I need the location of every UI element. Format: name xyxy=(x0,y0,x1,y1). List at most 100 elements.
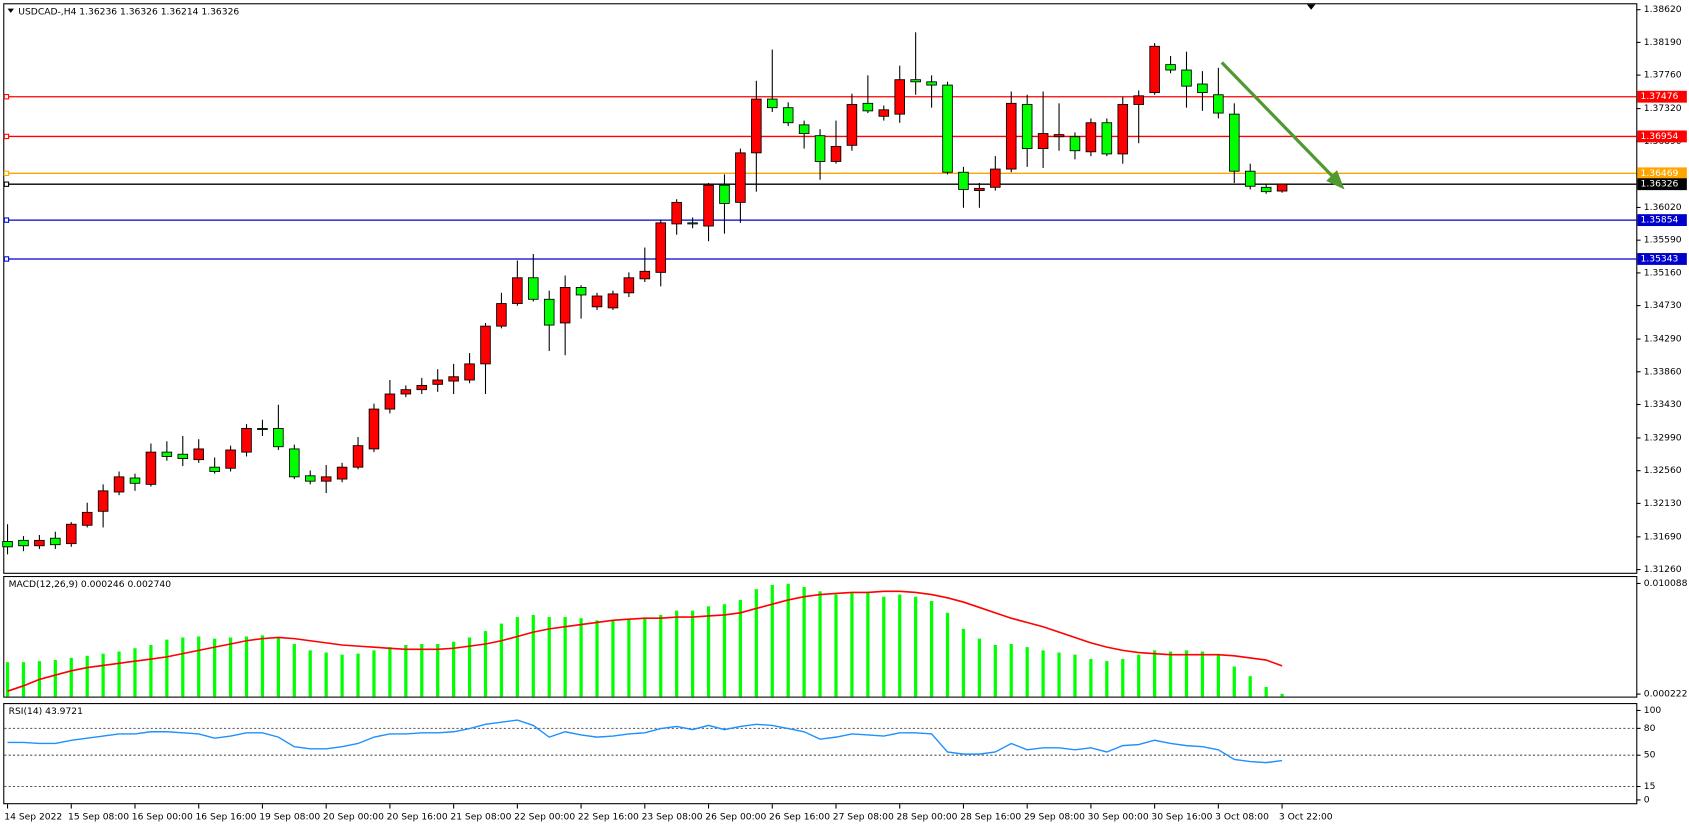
y-tick-label: 1.37320 xyxy=(1644,104,1682,114)
candle-body xyxy=(241,428,252,453)
x-tick-label: 28 Sep 16:00 xyxy=(960,813,1021,823)
macd-bar xyxy=(467,637,472,697)
y-tick-label: 0 xyxy=(1644,795,1650,805)
candle-body xyxy=(1229,113,1240,172)
candle-body xyxy=(1181,69,1192,87)
candle-body xyxy=(97,490,109,512)
symbol-menu-icon[interactable] xyxy=(7,8,14,13)
candle-body xyxy=(1197,83,1208,94)
candle-body xyxy=(512,277,523,304)
signal-line xyxy=(7,590,1283,692)
macd-bar xyxy=(1200,651,1205,697)
x-tick-label: 19 Sep 08:00 xyxy=(259,813,320,823)
candle-body xyxy=(320,476,332,482)
candle-body xyxy=(543,298,555,326)
macd-bar xyxy=(308,650,312,697)
macd-bar xyxy=(1248,676,1252,697)
candle-body xyxy=(400,389,412,395)
candle-body xyxy=(209,466,220,472)
y-tick-label: 1.38620 xyxy=(1644,5,1682,15)
candle-body xyxy=(782,107,794,124)
level-label-box xyxy=(1637,178,1687,191)
candle-body xyxy=(1021,104,1033,150)
shift-marker xyxy=(1306,4,1316,10)
macd-bar xyxy=(372,650,376,697)
candle-body xyxy=(1276,183,1288,192)
candle-body xyxy=(798,124,810,134)
x-tick-label: 15 Sep 08:00 xyxy=(68,813,129,823)
x-tick-label: 22 Sep 00:00 xyxy=(514,813,575,823)
y-tick-label: 1.33430 xyxy=(1644,400,1682,410)
candle-body xyxy=(687,222,698,225)
candle-body xyxy=(273,428,284,448)
y-tick-label: 1.32130 xyxy=(1644,499,1682,509)
candle-body xyxy=(910,79,921,83)
level-handle xyxy=(3,181,10,187)
candle-body xyxy=(1133,95,1144,105)
macd-bar xyxy=(1216,654,1220,697)
candle-body xyxy=(703,184,714,227)
arrow-shaft xyxy=(1220,61,1336,180)
macd-bar xyxy=(675,610,679,697)
candle-body xyxy=(113,476,125,493)
macd-bar xyxy=(69,657,73,697)
x-tick-label: 28 Sep 00:00 xyxy=(896,813,957,823)
candle-body xyxy=(766,98,778,109)
candle-body xyxy=(34,539,45,547)
macd-bar xyxy=(420,643,424,697)
macd-bar xyxy=(834,594,838,697)
candle-body xyxy=(1101,122,1113,155)
candle-body xyxy=(862,102,874,112)
candle-body xyxy=(1005,102,1017,170)
macd-bar xyxy=(611,620,615,697)
macd-bar xyxy=(786,583,790,697)
candle-body xyxy=(1037,133,1049,150)
candle-body xyxy=(65,523,77,545)
candle-body xyxy=(942,84,953,173)
y-tick-label: 1.35590 xyxy=(1644,236,1682,246)
candle-body xyxy=(846,104,858,146)
macd-bar xyxy=(961,628,966,697)
x-tick-label: 30 Sep 00:00 xyxy=(1088,813,1149,823)
x-tick-label: 16 Sep 00:00 xyxy=(132,813,193,823)
x-tick-label: 26 Sep 16:00 xyxy=(769,813,830,823)
candle-body xyxy=(974,187,985,192)
y-tick-label: 80 xyxy=(1644,724,1656,734)
macd-bar xyxy=(1232,666,1236,697)
macd-bar xyxy=(276,637,280,697)
macd-bar xyxy=(882,596,886,697)
x-tick-label: 16 Sep 16:00 xyxy=(195,813,256,823)
x-tick-label: 27 Sep 08:00 xyxy=(833,813,894,823)
macd-bar xyxy=(244,636,249,697)
candle-body xyxy=(352,445,364,468)
x-tick-label: 14 Sep 2022 xyxy=(4,813,62,823)
level-label-box xyxy=(1637,90,1687,103)
macd-bar xyxy=(404,645,408,697)
candle-body xyxy=(1053,134,1065,138)
candle-body xyxy=(1165,64,1176,71)
y-tick-label: 0.000222 xyxy=(1644,690,1688,700)
macd-bar xyxy=(579,618,583,697)
macd-bar xyxy=(483,631,488,697)
macd-bar xyxy=(898,594,902,697)
macd-bar xyxy=(21,662,26,697)
candle-body xyxy=(257,428,268,430)
candle-body xyxy=(528,277,539,300)
candle-body xyxy=(384,393,396,410)
candle-body xyxy=(1085,122,1097,153)
macd-bar xyxy=(929,600,934,697)
x-tick-label: 20 Sep 00:00 xyxy=(323,813,384,823)
y-tick-label: 1.35160 xyxy=(1644,268,1682,278)
macd-bar xyxy=(1280,693,1284,697)
macd-bar xyxy=(101,653,105,697)
macd-bar xyxy=(324,652,328,697)
trend-arrow xyxy=(1220,61,1345,190)
macd-bar xyxy=(1264,686,1268,697)
macd-bar xyxy=(53,660,57,697)
macd-bar xyxy=(1121,659,1125,697)
candle-body xyxy=(304,475,316,482)
y-tick-label: 1.32990 xyxy=(1644,433,1682,443)
macd-bar xyxy=(914,596,918,697)
